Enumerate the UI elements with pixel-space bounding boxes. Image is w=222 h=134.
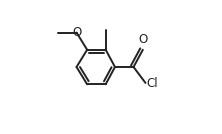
Text: O: O bbox=[72, 26, 81, 39]
Text: Cl: Cl bbox=[146, 77, 158, 90]
Text: O: O bbox=[139, 34, 148, 46]
